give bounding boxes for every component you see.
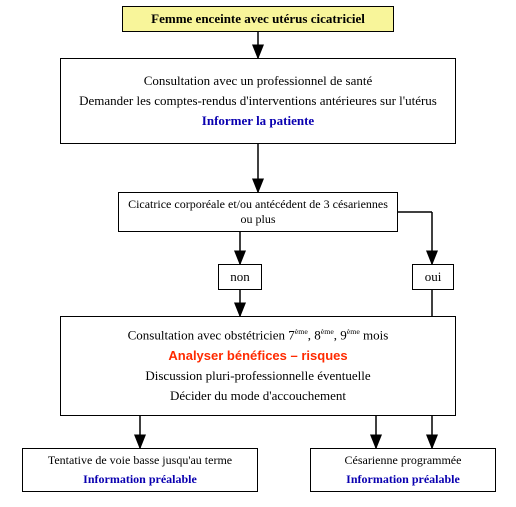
- node-out_right-line: Information préalable: [317, 472, 489, 487]
- node-consult2: Consultation avec obstétricien 7ème, 8èm…: [60, 316, 456, 416]
- node-oui-line: oui: [419, 269, 447, 285]
- node-out_left: Tentative de voie basse jusqu'au terme In…: [22, 448, 258, 492]
- node-consult2-line: Consultation avec obstétricien 7ème, 8èm…: [67, 327, 449, 344]
- node-consult1-line: Consultation avec un professionnel de sa…: [67, 73, 449, 89]
- node-out_right: Césarienne programmée Information préalab…: [310, 448, 496, 492]
- node-decision-line: Cicatrice corporéale et/ou antécédent de…: [125, 197, 391, 227]
- node-out_left-line: Information préalable: [29, 472, 251, 487]
- node-decision: Cicatrice corporéale et/ou antécédent de…: [118, 192, 398, 232]
- node-oui: oui: [412, 264, 454, 290]
- node-out_left-line: Tentative de voie basse jusqu'au terme: [29, 453, 251, 468]
- node-start: Femme enceinte avec utérus cicatriciel: [122, 6, 394, 32]
- node-non-line: non: [225, 269, 255, 285]
- node-consult2-line: Discussion pluri-professionnelle éventue…: [67, 368, 449, 384]
- node-consult1: Consultation avec un professionnel de sa…: [60, 58, 456, 144]
- node-start-line: Femme enceinte avec utérus cicatriciel: [129, 11, 387, 27]
- node-consult1-line: Demander les comptes-rendus d'interventi…: [67, 93, 449, 109]
- node-non: non: [218, 264, 262, 290]
- node-consult2-line: Décider du mode d'accouchement: [67, 388, 449, 404]
- node-consult1-line: Informer la patiente: [67, 113, 449, 129]
- node-out_right-line: Césarienne programmée: [317, 453, 489, 468]
- node-consult2-line: Analyser bénéfices – risques: [67, 348, 449, 364]
